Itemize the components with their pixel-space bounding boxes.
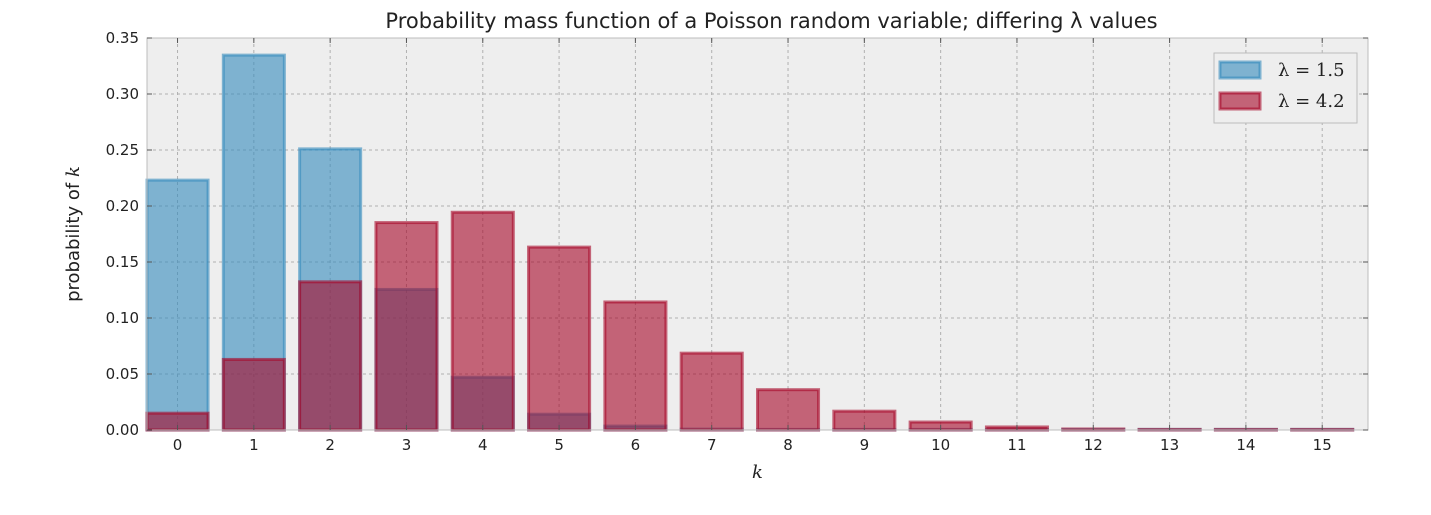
bar-series-1-k-0 — [145, 178, 210, 432]
x-tick-label: 3 — [402, 436, 412, 454]
y-tick-label: 0.10 — [106, 309, 139, 327]
axes — [146, 37, 1369, 431]
x-tick-label: 0 — [173, 436, 183, 454]
legend-label-series-1: λ = 1.5 — [1278, 60, 1345, 81]
x-tick-label: 12 — [1084, 436, 1103, 454]
x-tick-label: 7 — [707, 436, 717, 454]
legend-label-series-2: λ = 4.2 — [1278, 91, 1345, 112]
y-tick-label: 0.25 — [106, 141, 139, 159]
bar-series-2-k-6 — [603, 300, 668, 432]
legend: λ = 1.5 λ = 4.2 — [1213, 52, 1358, 124]
x-tick-label: 15 — [1313, 436, 1332, 454]
x-tick-label: 8 — [783, 436, 793, 454]
x-tick-label: 10 — [931, 436, 950, 454]
x-tick-label: 4 — [478, 436, 488, 454]
bar-series-2-k-2 — [298, 280, 363, 432]
y-tick-label: 0.35 — [106, 29, 139, 47]
bar-series-2-k-5 — [527, 245, 592, 432]
x-tick-label: 11 — [1007, 436, 1026, 454]
x-axis-label: k — [752, 462, 763, 483]
x-tick-label: 6 — [631, 436, 641, 454]
x-tick-label: 5 — [554, 436, 564, 454]
x-tick-label: 13 — [1160, 436, 1179, 454]
bar-series-2-k-4 — [450, 210, 515, 432]
x-tick-label: 14 — [1236, 436, 1255, 454]
plot-frame — [146, 37, 1369, 431]
y-tick-label: 0.05 — [106, 365, 139, 383]
tick-labels: 0.000.050.100.150.200.250.300.350 1 2 3 4 5 6 7… — [106, 29, 1332, 454]
x-tick-label: 2 — [325, 436, 335, 454]
legend-swatch-series-1 — [1218, 60, 1262, 80]
x-tick-label: 1 — [249, 436, 259, 454]
y-tick-label: 0.20 — [106, 197, 139, 215]
chart-title: Probability mass function of a Poisson r… — [385, 9, 1157, 33]
bar-series-2-k-1 — [221, 357, 286, 432]
y-tick-label: 0.30 — [106, 85, 139, 103]
bar-series-2-k-3 — [374, 221, 439, 432]
bar-series-2-k-8 — [756, 388, 821, 432]
y-axis-label: probability of k — [63, 166, 84, 302]
y-tick-label: 0.00 — [106, 421, 139, 439]
legend-swatch-series-2 — [1218, 91, 1262, 111]
bar-series-2-k-7 — [679, 351, 744, 432]
x-tick-label: 9 — [860, 436, 870, 454]
y-tick-label: 0.15 — [106, 253, 139, 271]
